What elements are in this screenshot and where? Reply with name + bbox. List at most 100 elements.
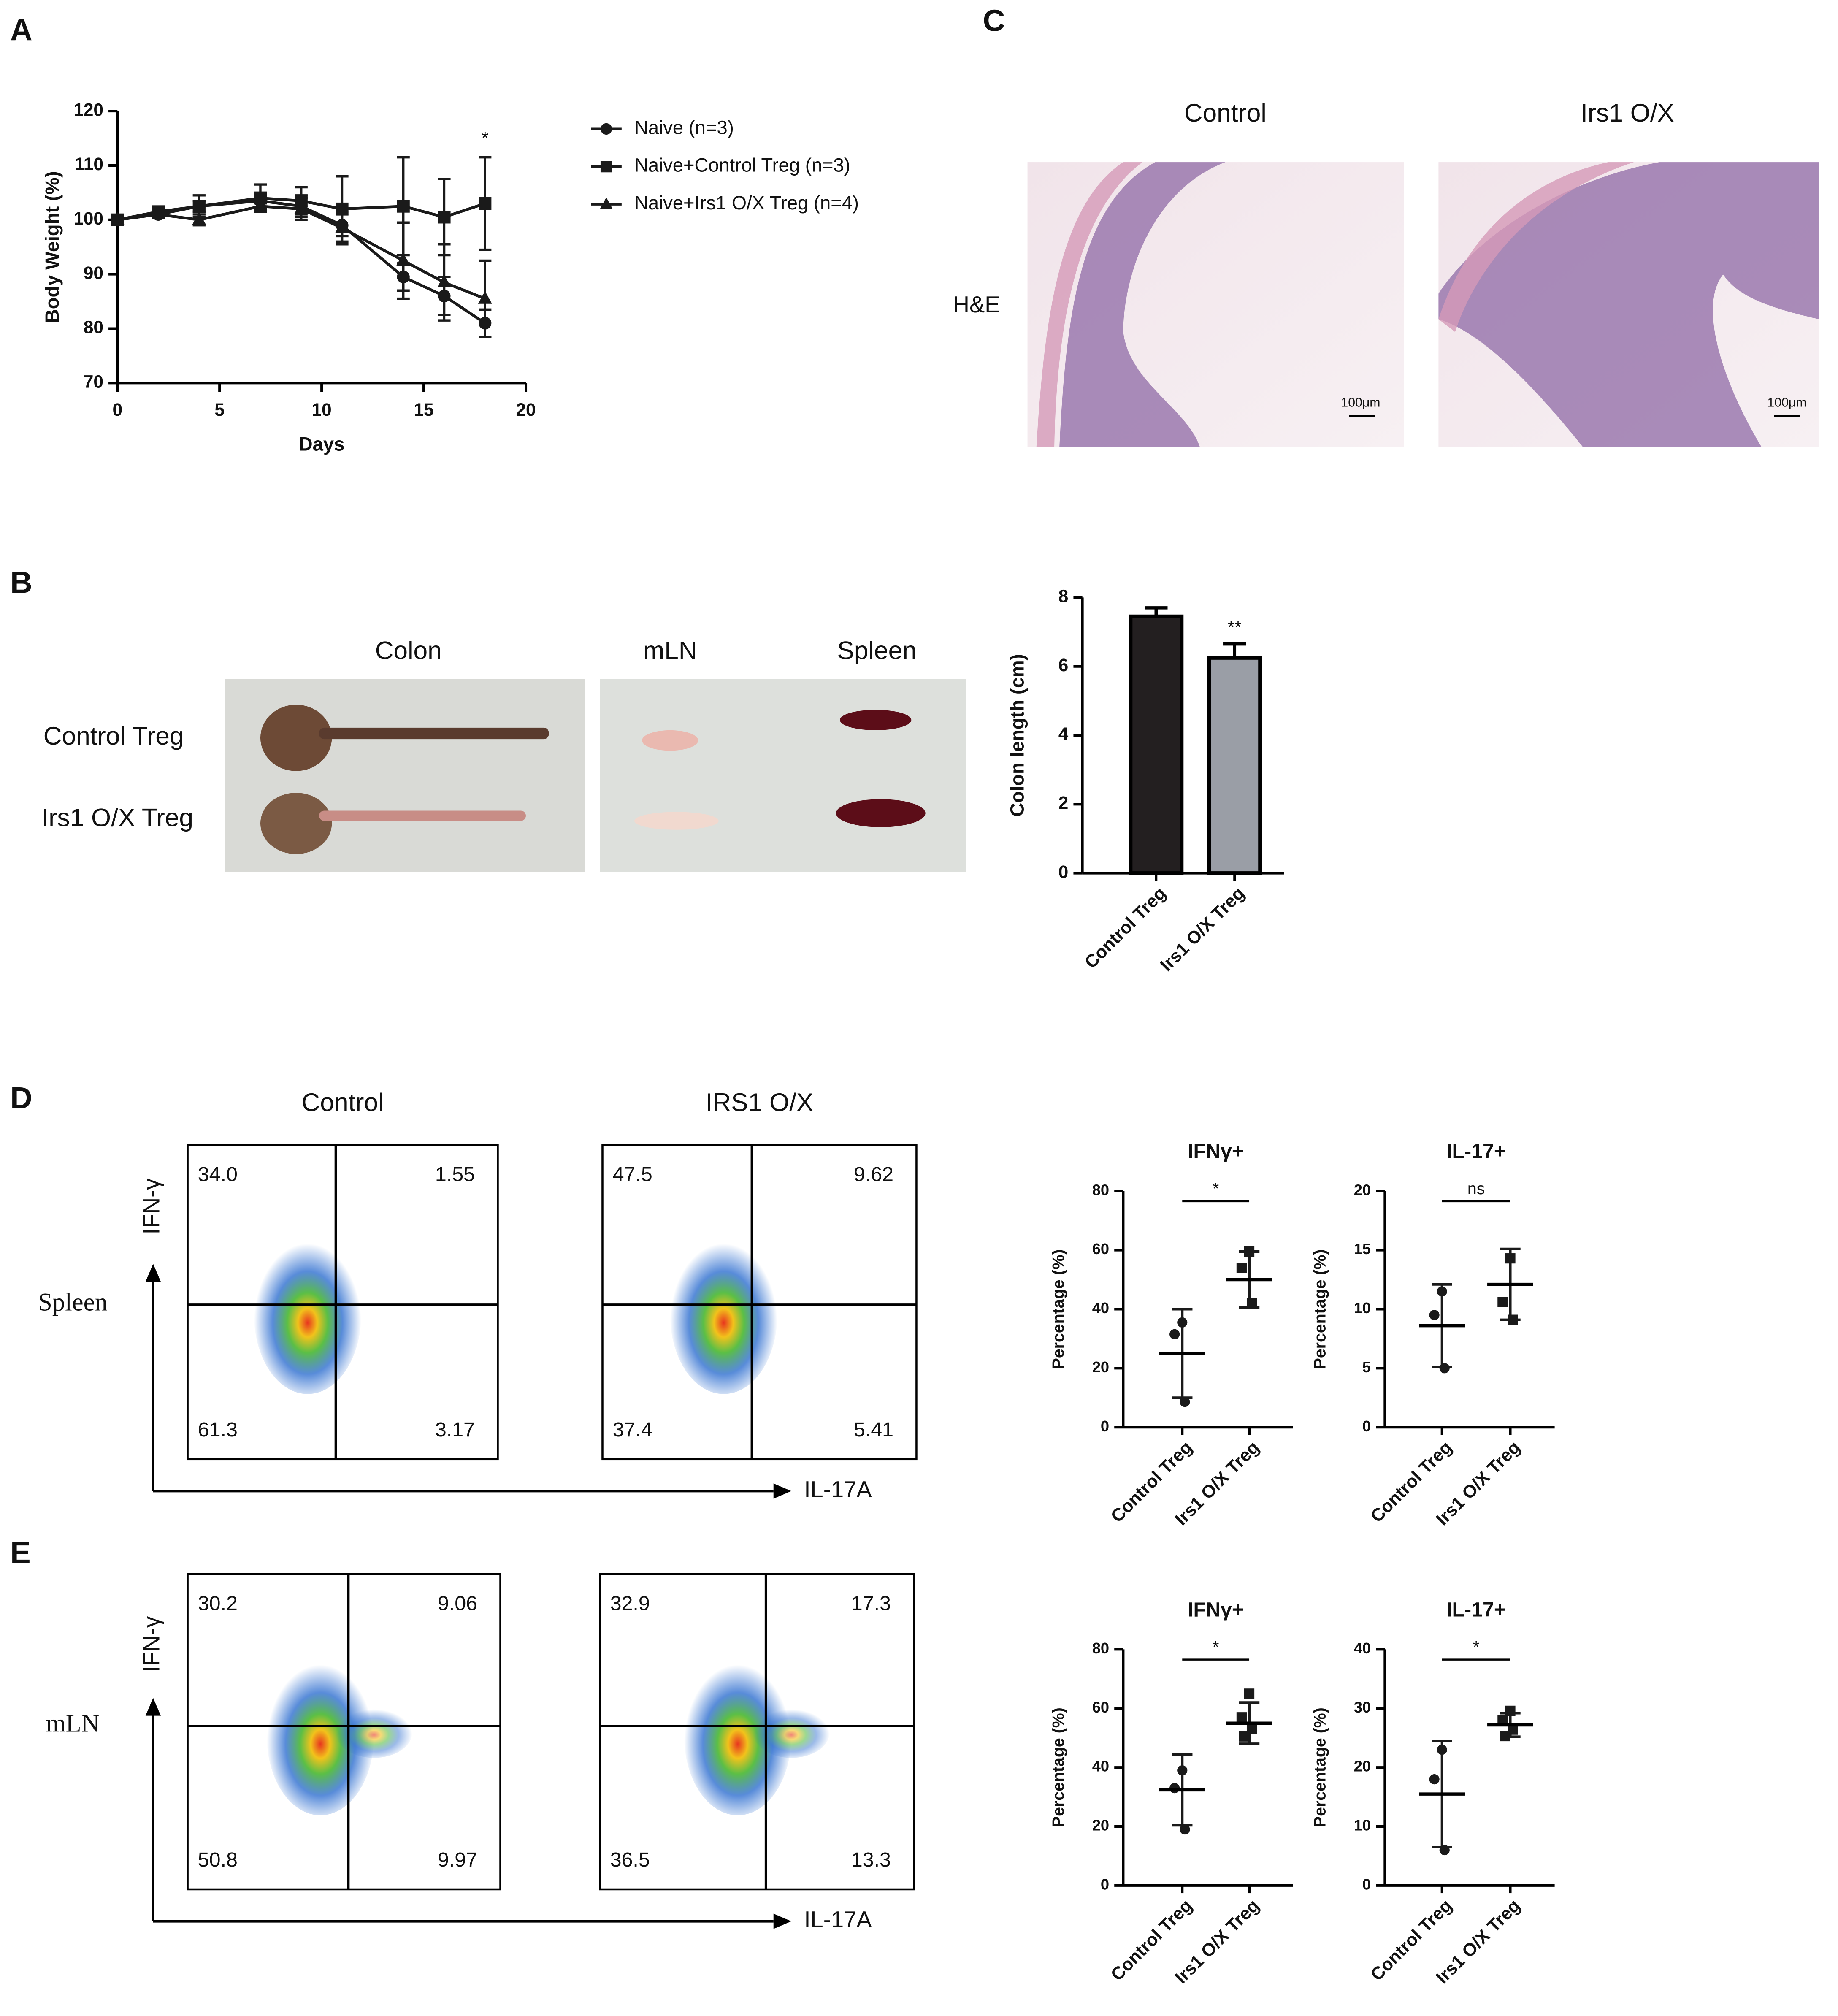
- stain-label: H&E: [953, 292, 1000, 317]
- quadrant-value: 61.3: [198, 1418, 238, 1441]
- data-point: [1169, 1329, 1180, 1339]
- axis-label: IL-17A: [804, 1907, 872, 1932]
- arrow-head: [773, 1483, 792, 1499]
- marker: [437, 274, 452, 288]
- data-point: [1236, 1263, 1247, 1273]
- column-label: Colon: [375, 636, 442, 664]
- chart-title: IFNγ+: [1188, 1140, 1244, 1163]
- data-point: [1236, 1712, 1247, 1723]
- flow-density: [254, 1236, 361, 1394]
- row-label: Irs1 O/X Treg: [41, 803, 193, 832]
- y-tick-label: 30: [1354, 1699, 1371, 1716]
- quadrant-value: 36.5: [610, 1848, 650, 1871]
- quadrant-value: 3.17: [435, 1418, 475, 1441]
- marker: [253, 198, 268, 211]
- y-tick-label: 0: [1362, 1417, 1371, 1435]
- panel-label: A: [10, 13, 32, 47]
- y-tick-label: 2: [1058, 793, 1069, 813]
- annotation: ns: [1467, 1179, 1485, 1198]
- x-tick-label: 10: [312, 400, 332, 420]
- y-tick-label: 70: [84, 371, 103, 391]
- arrow-head: [145, 1698, 161, 1716]
- annotation: **: [1228, 618, 1242, 637]
- legend-label: Naive+Irs1 O/X Treg (n=4): [634, 192, 859, 214]
- bar: [1207, 656, 1262, 875]
- column-label: Control: [302, 1088, 384, 1116]
- marker: [294, 201, 309, 214]
- data-point: [1244, 1688, 1255, 1699]
- y-tick-label: 20: [1354, 1181, 1371, 1198]
- marker: [478, 291, 492, 304]
- marker: [335, 220, 349, 233]
- column-label: Irs1 O/X: [1581, 98, 1674, 127]
- legend-marker: [600, 161, 612, 173]
- panel-label: D: [10, 1081, 32, 1115]
- flow-density: [684, 1657, 792, 1815]
- axis-label: IFN-γ: [138, 1178, 164, 1235]
- y-tick-label: 90: [84, 263, 103, 283]
- x-tick-label: 5: [214, 400, 225, 420]
- y-axis-label: Percentage (%): [1311, 1707, 1329, 1827]
- y-tick-label: 5: [1362, 1358, 1371, 1376]
- y-axis-label: Percentage (%): [1049, 1249, 1068, 1369]
- annotation: *: [1213, 1179, 1219, 1198]
- histology-image: 100μm: [1027, 162, 1404, 447]
- x-tick-label: 20: [516, 400, 536, 420]
- quadrant-value: 37.4: [613, 1418, 652, 1441]
- y-axis-label: Percentage (%): [1049, 1707, 1068, 1827]
- y-tick-label: 10: [1354, 1817, 1371, 1834]
- chart-title: IL-17+: [1446, 1598, 1506, 1621]
- histology-image: 100μm: [1438, 162, 1819, 447]
- y-tick-label: 120: [73, 100, 103, 119]
- y-tick-label: 15: [1354, 1240, 1371, 1257]
- quadrant-value: 9.97: [438, 1848, 477, 1871]
- annotation: *: [1473, 1638, 1479, 1656]
- marker: [192, 212, 206, 225]
- y-tick-label: 20: [1092, 1358, 1109, 1376]
- data-point: [1497, 1297, 1508, 1307]
- column-label: mLN: [643, 636, 697, 664]
- y-tick-label: 6: [1058, 655, 1069, 675]
- marker: [396, 253, 411, 266]
- y-tick-label: 0: [1058, 862, 1069, 882]
- axis-label: IFN-γ: [138, 1616, 164, 1672]
- bar: [1129, 614, 1184, 875]
- x-tick-label: Irs1 O/X Treg: [1156, 883, 1248, 975]
- column-label: IRS1 O/X: [706, 1088, 813, 1116]
- x-tick-label: Control Treg: [1081, 883, 1170, 972]
- data-point: [1169, 1783, 1180, 1794]
- quadrant-value: 32.9: [610, 1592, 650, 1615]
- y-axis-label: Body Weight (%): [41, 171, 63, 323]
- quadrant-value: 17.3: [851, 1592, 891, 1615]
- panel-label: C: [983, 4, 1005, 38]
- scale-bar-label: 100μm: [1341, 396, 1380, 410]
- y-tick-label: 110: [75, 154, 103, 174]
- y-tick-label: 40: [1092, 1299, 1109, 1317]
- y-tick-label: 0: [1362, 1876, 1371, 1893]
- y-axis-label: Colon length (cm): [1006, 654, 1028, 817]
- legend-marker: [600, 123, 612, 135]
- quadrant-value: 34.0: [198, 1163, 238, 1186]
- scale-bar-label: 100μm: [1767, 396, 1806, 410]
- flow-density: [267, 1657, 374, 1815]
- marker: [438, 211, 451, 224]
- quadrant-value: 50.8: [198, 1848, 238, 1871]
- column-label: Spleen: [837, 636, 917, 664]
- x-tick-label: 0: [112, 400, 122, 420]
- flow-density: [336, 1707, 412, 1758]
- panel-label: E: [10, 1536, 30, 1570]
- arrow-head: [145, 1264, 161, 1282]
- y-tick-label: 0: [1101, 1417, 1109, 1435]
- y-tick-label: 8: [1058, 586, 1069, 606]
- data-point: [1180, 1396, 1190, 1407]
- flow-density: [753, 1707, 830, 1758]
- y-tick-label: 20: [1354, 1758, 1371, 1775]
- y-tick-label: 4: [1058, 724, 1069, 744]
- quadrant-value: 9.06: [438, 1592, 477, 1615]
- x-tick-label: 15: [414, 400, 434, 420]
- data-point: [1429, 1310, 1440, 1320]
- y-tick-label: 60: [1092, 1240, 1109, 1257]
- data-point: [1239, 1731, 1250, 1742]
- data-point: [1429, 1774, 1440, 1785]
